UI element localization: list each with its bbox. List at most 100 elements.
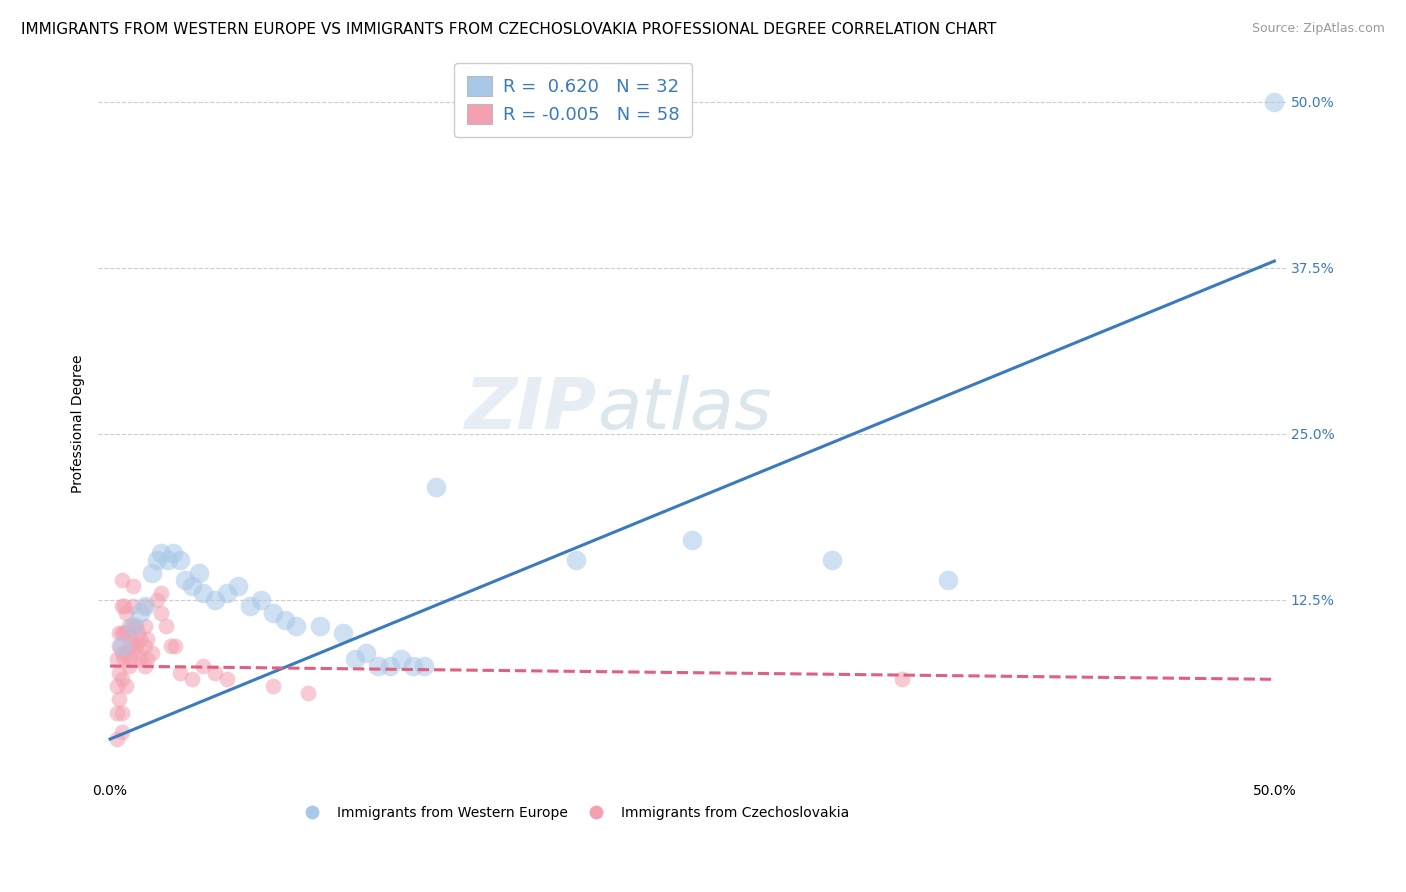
Point [215, 586, 238, 600]
Point [118, 639, 141, 653]
Point [129, 652, 152, 666]
Point [150, 606, 173, 620]
Point [169, 665, 191, 680]
Point [120, 652, 142, 666]
Point [115, 625, 138, 640]
Point [111, 639, 134, 653]
Point [354, 646, 377, 660]
Point [938, 573, 960, 587]
Point [150, 546, 173, 560]
Point [112, 652, 135, 666]
Point [115, 646, 138, 660]
Point [111, 706, 134, 720]
Point [122, 619, 145, 633]
Text: IMMIGRANTS FROM WESTERN EUROPE VS IMMIGRANTS FROM CZECHOSLOVAKIA PROFESSIONAL DE: IMMIGRANTS FROM WESTERN EUROPE VS IMMIGR… [21, 22, 997, 37]
Point [890, 673, 912, 687]
Point [308, 619, 330, 633]
Point [125, 619, 148, 633]
Point [297, 685, 319, 699]
Point [105, 679, 128, 693]
Point [343, 652, 366, 666]
Point [112, 599, 135, 614]
Point [378, 659, 401, 673]
Point [134, 619, 156, 633]
Point [136, 632, 159, 647]
Point [118, 619, 141, 633]
Point [115, 679, 138, 693]
Point [332, 625, 354, 640]
Point [262, 679, 284, 693]
Point [150, 586, 173, 600]
Legend: Immigrants from Western Europe, Immigrants from Czechoslovakia: Immigrants from Western Europe, Immigran… [292, 800, 855, 825]
Point [122, 599, 145, 614]
Point [262, 606, 284, 620]
Point [127, 646, 149, 660]
Point [134, 599, 156, 614]
Point [112, 625, 135, 640]
Point [105, 652, 128, 666]
Point [169, 553, 191, 567]
Point [122, 639, 145, 653]
Point [134, 599, 156, 614]
Point [111, 573, 134, 587]
Point [180, 673, 202, 687]
Point [141, 566, 163, 580]
Point [145, 553, 167, 567]
Point [180, 579, 202, 593]
Text: atlas: atlas [598, 375, 772, 444]
Point [108, 665, 131, 680]
Point [120, 632, 142, 647]
Point [118, 659, 141, 673]
Point [821, 553, 844, 567]
Point [141, 646, 163, 660]
Point [111, 725, 134, 739]
Point [389, 652, 412, 666]
Y-axis label: Professional Degree: Professional Degree [72, 354, 86, 493]
Point [108, 625, 131, 640]
Point [239, 599, 262, 614]
Point [204, 665, 226, 680]
Point [274, 613, 297, 627]
Point [134, 639, 156, 653]
Point [1263, 95, 1285, 109]
Point [129, 606, 152, 620]
Point [681, 533, 703, 547]
Point [105, 732, 128, 747]
Point [115, 606, 138, 620]
Point [157, 553, 180, 567]
Point [215, 673, 238, 687]
Point [125, 639, 148, 653]
Point [285, 619, 308, 633]
Point [226, 579, 249, 593]
Point [250, 592, 273, 607]
Point [367, 659, 389, 673]
Point [425, 480, 447, 494]
Point [565, 553, 588, 567]
Point [193, 586, 215, 600]
Text: ZIP: ZIP [465, 375, 598, 444]
Point [162, 546, 184, 560]
Point [193, 659, 215, 673]
Point [402, 659, 425, 673]
Point [165, 639, 187, 653]
Point [134, 659, 156, 673]
Point [173, 573, 195, 587]
Point [122, 579, 145, 593]
Text: Source: ZipAtlas.com: Source: ZipAtlas.com [1251, 22, 1385, 36]
Point [127, 625, 149, 640]
Point [145, 592, 167, 607]
Point [111, 599, 134, 614]
Point [187, 566, 209, 580]
Point [413, 659, 436, 673]
Point [122, 619, 145, 633]
Point [155, 619, 177, 633]
Point [129, 632, 152, 647]
Point [159, 639, 181, 653]
Point [111, 625, 134, 640]
Point [105, 706, 128, 720]
Point [111, 673, 134, 687]
Point [108, 692, 131, 706]
Point [111, 646, 134, 660]
Point [108, 639, 131, 653]
Point [204, 592, 226, 607]
